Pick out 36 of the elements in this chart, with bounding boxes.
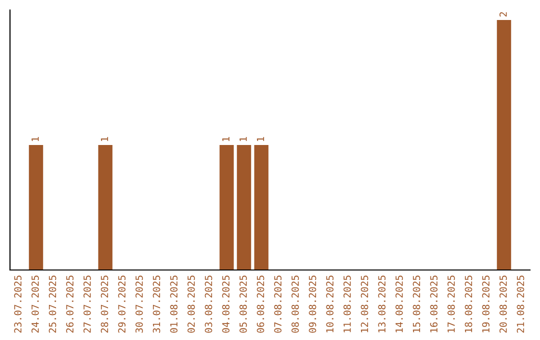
- x-tick-label: 26.07.2025: [66, 276, 74, 333]
- x-tick-label: 28.07.2025: [100, 276, 108, 333]
- data-label: 1: [240, 137, 247, 142]
- x-tick-label: 21.08.2025: [516, 276, 524, 333]
- x-tick-label: 09.08.2025: [308, 276, 316, 333]
- x-tick-label: 10.08.2025: [326, 276, 334, 332]
- x-tick-label: 31.07.2025: [152, 276, 160, 333]
- x-tick-label: 27.07.2025: [83, 276, 91, 333]
- x-tick-label: 25.07.2025: [48, 276, 56, 333]
- x-tick-label: 17.08.2025: [447, 276, 455, 332]
- x-tick-label: 20.08.2025: [499, 276, 507, 333]
- x-tick-label: 16.08.2025: [430, 276, 438, 332]
- data-label: 1: [256, 137, 264, 142]
- x-tick-label: 03.08.2025: [204, 276, 212, 333]
- x-tick-label: 02.08.2025: [187, 276, 195, 333]
- x-tick-label: 19.08.2025: [482, 276, 490, 332]
- x-tick-label: 01.08.2025: [170, 276, 178, 333]
- data-label: 1: [222, 137, 230, 142]
- x-tick-label: 11.08.2025: [343, 276, 351, 332]
- x-tick-label: 05.08.2025: [239, 276, 247, 333]
- x-tick-label: 08.08.2025: [291, 276, 299, 333]
- x-tick-label: 23.07.2025: [14, 276, 22, 333]
- x-tick-label: 18.08.2025: [464, 276, 472, 332]
- x-tick-label: 06.08.2025: [256, 276, 264, 333]
- data-label: 1: [32, 137, 39, 142]
- data-label: 2: [499, 12, 507, 16]
- x-tick-label: 04.08.2025: [222, 276, 230, 333]
- x-tick-label: 30.07.2025: [135, 276, 143, 333]
- x-tick-label: 29.07.2025: [118, 276, 126, 333]
- x-tick-label: 07.08.2025: [274, 276, 282, 333]
- x-tick-label: 13.08.2025: [378, 276, 386, 332]
- x-tick-label: 14.08.2025: [395, 276, 403, 332]
- data-label: 1: [100, 137, 108, 142]
- x-tick-label: 12.08.2025: [360, 276, 368, 332]
- x-tick-label: 24.07.2025: [31, 276, 39, 333]
- x-tick-label: 15.08.2025: [412, 276, 420, 332]
